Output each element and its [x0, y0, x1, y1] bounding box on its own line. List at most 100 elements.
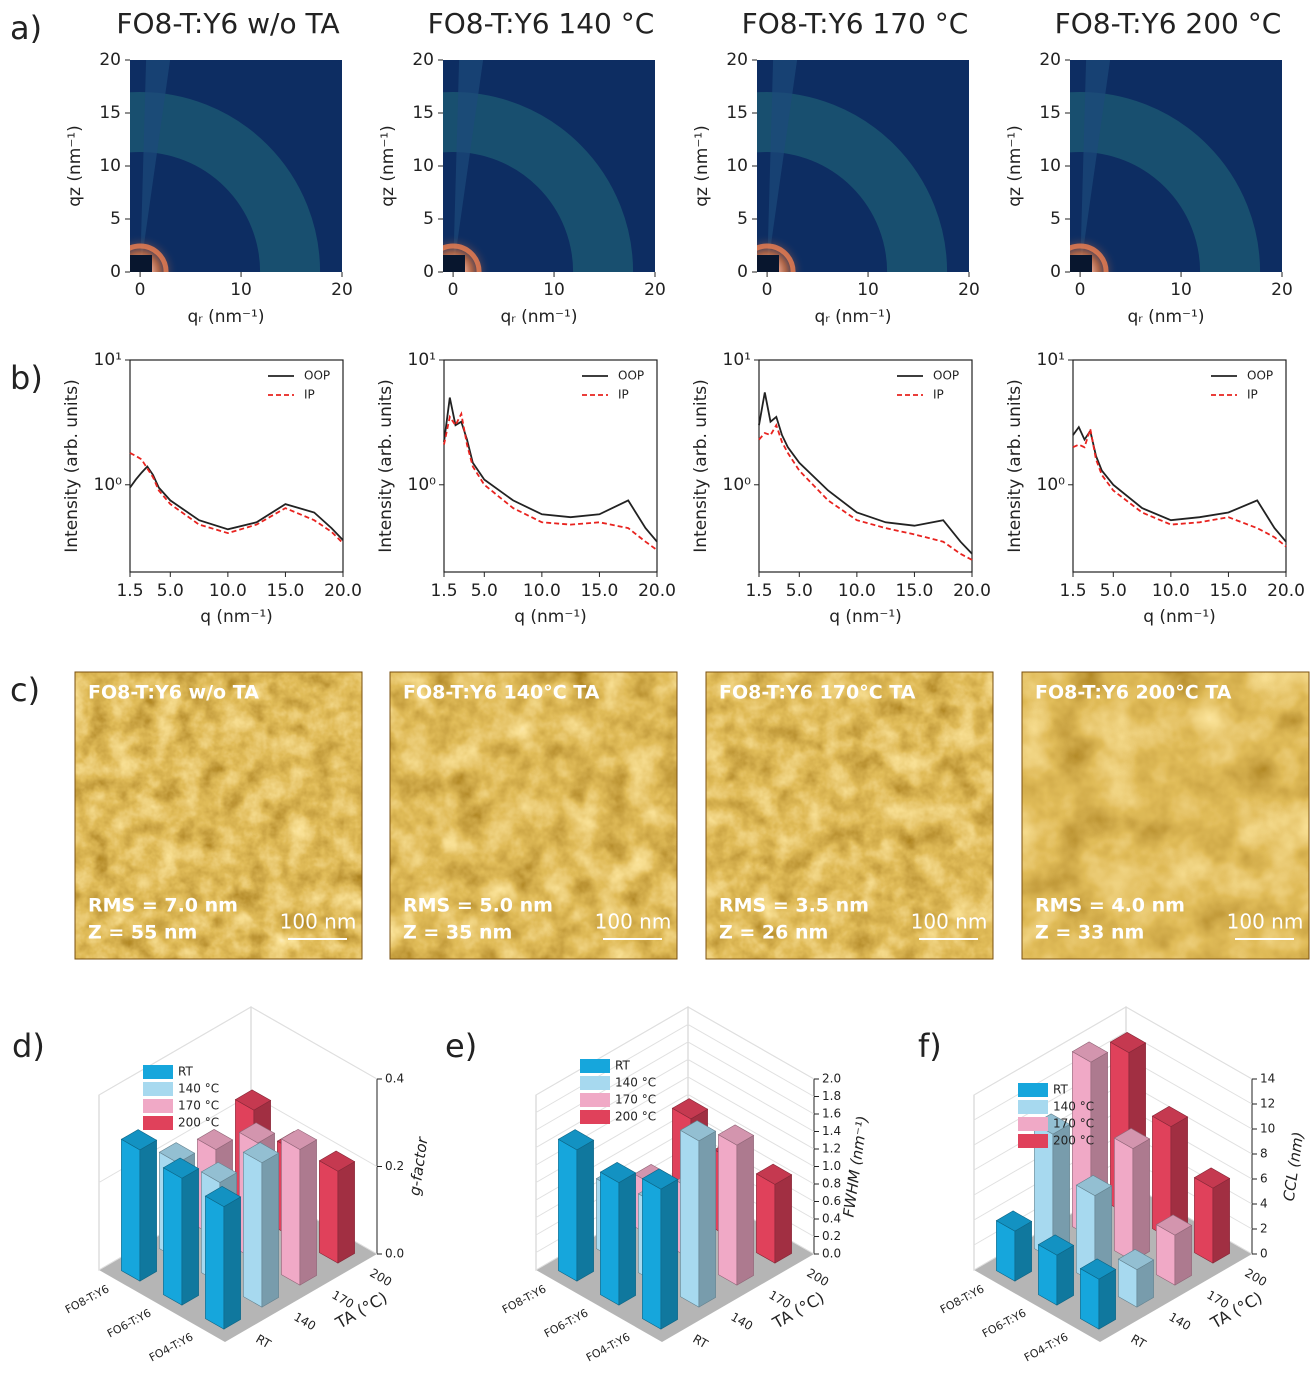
- bar: [204, 1186, 242, 1330]
- bar-top-face: [200, 1161, 238, 1183]
- category-label: FO4-T:Y6: [584, 1330, 632, 1364]
- afm-rms: RMS = 4.0 nm: [1035, 895, 1185, 917]
- beam-wedge: [453, 60, 484, 272]
- y-axis-label: Intensity (arb. units): [691, 379, 711, 552]
- bar: [1117, 1249, 1155, 1308]
- x-tick-label: 0: [1075, 280, 1086, 300]
- x-tick-label: 5.0: [157, 581, 184, 601]
- z-tick-label: 0.0: [822, 1247, 841, 1261]
- y-axis-label: qz (nm⁻¹): [378, 125, 398, 207]
- legend-label: RT: [615, 1059, 630, 1073]
- plot-frame: [443, 359, 658, 573]
- z-tick-label: 0.8: [822, 1177, 841, 1191]
- y-tick-label: 10⁰: [94, 475, 123, 495]
- z-tick-label: 4: [1260, 1197, 1268, 1211]
- afm-border: [705, 671, 994, 960]
- bar-side-face: [1056, 1244, 1074, 1306]
- x-tick-label: 20.0: [953, 581, 991, 601]
- y-tick-label: 0: [1050, 262, 1061, 282]
- z-tick-label: 1.8: [822, 1089, 841, 1103]
- y-tick-label: 0: [737, 262, 748, 282]
- bar-top-face: [1109, 1032, 1147, 1053]
- bar-top-face: [242, 1142, 280, 1164]
- x-tick-label: 5.0: [1100, 581, 1127, 601]
- afm-z: Z = 35 nm: [403, 922, 512, 944]
- bar-top-face: [1037, 1234, 1075, 1256]
- afm-z: Z = 55 nm: [88, 922, 197, 944]
- legend-swatch: [1018, 1083, 1048, 1097]
- bar: [1033, 1113, 1071, 1260]
- y-tick-label: 10¹: [408, 350, 436, 370]
- legend-swatch: [580, 1076, 610, 1090]
- legend-label: 200 °C: [1053, 1134, 1094, 1148]
- bar: [755, 1163, 793, 1264]
- bar-top-face: [1071, 1041, 1109, 1063]
- chart-title: FO8-T:Y6 200 °C: [1055, 7, 1282, 40]
- afm-scale-label: 100 nm: [595, 910, 672, 934]
- z-tick-label: 2: [1260, 1222, 1268, 1236]
- x-tick-label: 1.5: [430, 581, 457, 601]
- y-tick-label: 5: [423, 209, 434, 229]
- plot-frame: [129, 359, 344, 573]
- x-tick-label: 1.5: [745, 581, 772, 601]
- legend-swatch: [1018, 1100, 1048, 1114]
- x-tick-label: 15.0: [267, 581, 305, 601]
- series-line: [129, 465, 344, 541]
- legend-swatch: [1018, 1117, 1048, 1131]
- category-label: FO6-T:Y6: [105, 1306, 153, 1340]
- z-tick-label: 0.0: [385, 1247, 404, 1261]
- x-tick-label: 5.0: [471, 581, 498, 601]
- bar-front-face: [642, 1178, 662, 1330]
- x-tick-label: 20.0: [1267, 581, 1305, 601]
- y-tick-label: 20: [726, 50, 748, 70]
- y-axis-label: Intensity (arb. units): [1005, 379, 1025, 552]
- temperature-label: 140: [728, 1310, 755, 1334]
- bar-top-face: [1079, 1258, 1117, 1280]
- detector-image: [757, 60, 969, 272]
- z-tick-label: 12: [1260, 1097, 1275, 1111]
- x-tick-label: 10: [230, 280, 252, 300]
- panel-label: f): [918, 1027, 942, 1065]
- x-tick-label: 1.5: [116, 581, 143, 601]
- beam-wedge: [140, 60, 171, 272]
- image-background: [443, 60, 655, 272]
- bar-top-face: [196, 1129, 234, 1150]
- category-label: FO8-T:Y6: [938, 1282, 986, 1316]
- x-axis-label: qᵣ (nm⁻¹): [188, 307, 265, 327]
- bar-top-face: [717, 1124, 755, 1146]
- y-tick-label: 10⁰: [408, 475, 437, 495]
- series-line: [443, 411, 658, 551]
- bar-top-face: [158, 1142, 196, 1164]
- grid-line: [535, 1076, 815, 1166]
- bar-side-face: [1132, 1138, 1150, 1262]
- panel-label: b): [10, 359, 43, 397]
- legend-label: 200 °C: [178, 1116, 219, 1130]
- temperature-label: 200: [367, 1266, 394, 1290]
- y-tick-label: 10: [99, 156, 121, 176]
- x-tick-label: 15.0: [581, 581, 619, 601]
- bar-top-face: [120, 1129, 158, 1151]
- bar-side-face: [299, 1139, 317, 1286]
- scatter-ring: [757, 92, 948, 272]
- detector-image: [1070, 60, 1282, 272]
- beamstop: [443, 255, 465, 272]
- peak-ring: [757, 243, 796, 272]
- bar: [641, 1168, 679, 1330]
- legend-label: 140 °C: [178, 1082, 219, 1096]
- bar-side-face: [660, 1178, 678, 1330]
- afm-scale-label: 100 nm: [911, 910, 988, 934]
- series-line: [1072, 425, 1287, 543]
- afm-title: FO8-T:Y6 w/o TA: [88, 682, 259, 704]
- temperature-label: RT: [690, 1332, 710, 1352]
- afm-rms: RMS = 7.0 nm: [88, 895, 238, 917]
- temperature-label: RT: [1128, 1332, 1148, 1352]
- bar-side-face: [139, 1139, 157, 1282]
- bar-side-face: [576, 1139, 594, 1282]
- bar-top-face: [671, 1098, 709, 1120]
- x-tick-label: 20: [958, 280, 980, 300]
- x-tick-label: 20.0: [638, 581, 676, 601]
- legend-label: 170 °C: [1053, 1117, 1094, 1131]
- chart-title: FO8-T:Y6 140 °C: [428, 7, 655, 40]
- bar-top-face: [280, 1128, 318, 1150]
